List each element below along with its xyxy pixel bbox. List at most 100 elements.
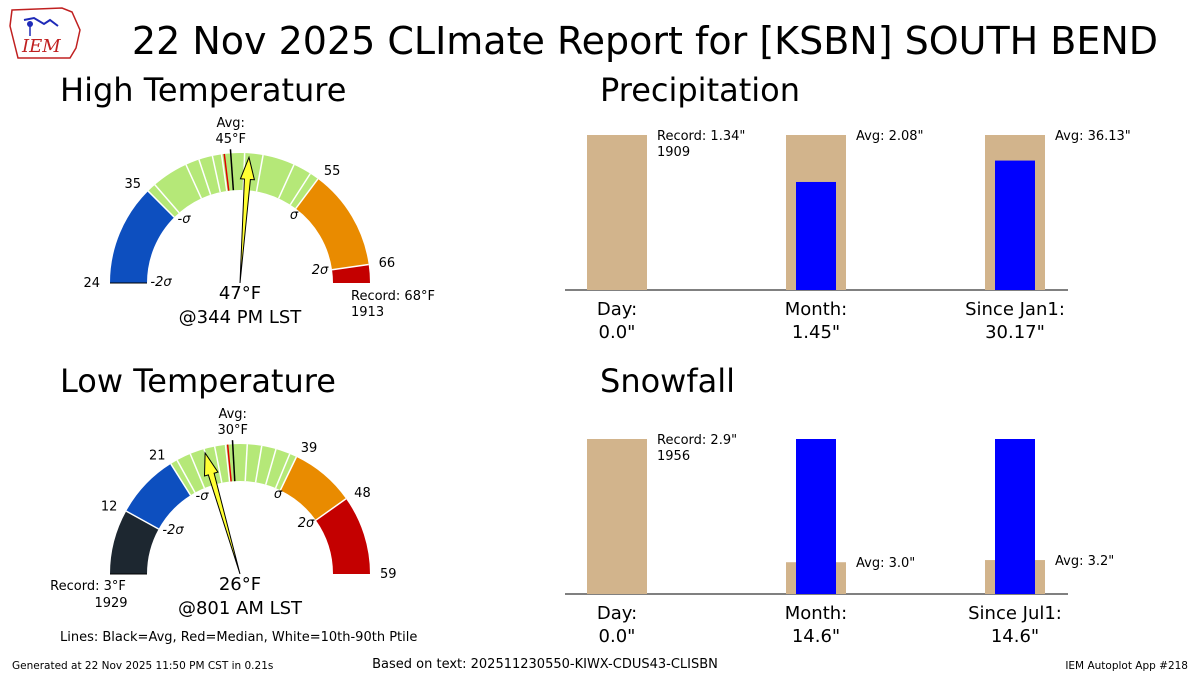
gauge-percentile-line xyxy=(189,453,206,489)
gauge-tick-label: 59 xyxy=(380,567,397,582)
gauge-separator xyxy=(331,263,369,271)
gauge-tick-label: 21 xyxy=(149,448,166,463)
gauge-average-line xyxy=(231,440,236,482)
bar-annotation: Avg: 3.2" xyxy=(1055,554,1114,569)
gauge-record-year: 1913 xyxy=(351,305,384,320)
gauge-percentile-line xyxy=(211,155,221,193)
gauge-tick-label: 12 xyxy=(101,499,118,514)
gauge-separator xyxy=(170,463,192,496)
bar-annotation: Avg: 2.08" xyxy=(856,129,924,144)
gauge-avg-value: 30°F xyxy=(217,423,248,438)
bar-record-year: 1956 xyxy=(657,449,690,464)
gauge-sigma-label: 2σ xyxy=(312,263,329,278)
gauge-record-label: Record: 3°F xyxy=(50,579,126,594)
bar-annotation: Record: 2.9" xyxy=(657,433,737,448)
gauge-separator xyxy=(125,510,159,530)
gauge-percentile-line xyxy=(244,444,249,482)
bar-value-label: 30.17" xyxy=(985,322,1045,343)
high-temp-title: High Temperature xyxy=(60,71,346,109)
lines-legend: Lines: Black=Avg, Red=Median, White=10th… xyxy=(60,630,417,645)
gauge-needle xyxy=(239,155,256,284)
gauge-avg-label: Avg: xyxy=(218,407,246,422)
bar-observed xyxy=(995,160,1035,290)
gauge-band-1 xyxy=(126,463,191,530)
bar-value-label: 14.6" xyxy=(792,626,840,647)
gauge-needle xyxy=(203,451,241,575)
gauge-record-year: 1929 xyxy=(94,596,127,611)
generated-at: Generated at 22 Nov 2025 11:50 PM CST in… xyxy=(12,660,273,672)
gauge-band-3 xyxy=(280,456,347,521)
bar-value-label: 0.0" xyxy=(599,322,636,343)
bar-annotation: Record: 1.34" xyxy=(657,129,745,144)
gauge-observed-value: 47°F xyxy=(219,283,261,304)
gauge-band-0 xyxy=(110,191,175,283)
snow-title: Snowfall xyxy=(600,362,735,400)
gauge-percentile-line xyxy=(277,164,295,199)
bar-observed xyxy=(796,181,836,290)
bar-category-label: Since Jan1: xyxy=(965,299,1065,320)
precip-bar-chart: Record: 1.34"1909 Day:0.0" Avg: 2.08" Month… xyxy=(565,129,1131,343)
bar-category-label: Month: xyxy=(785,299,847,320)
gauge-observed-time: @801 AM LST xyxy=(178,598,303,619)
gauge-average-line xyxy=(229,149,235,191)
gauge-percentile-line xyxy=(213,446,223,483)
bar-annotation: Avg: 36.13" xyxy=(1055,129,1131,144)
gauge-record-label: Record: 68°F xyxy=(351,289,435,304)
app-id: IEM Autoplot App #218 xyxy=(1065,660,1188,672)
bar-category-label: Day: xyxy=(597,299,637,320)
gauge-band-2 xyxy=(295,178,369,270)
gauge-percentile-line xyxy=(176,459,196,493)
bar-value-label: 0.0" xyxy=(599,626,636,647)
gauge-sigma-label: -σ xyxy=(178,212,192,227)
gauge-percentile-line xyxy=(255,154,264,192)
gauge-sigma-label: -2σ xyxy=(162,523,184,538)
gauge-tick-label: 66 xyxy=(379,256,396,271)
gauge-percentile-line xyxy=(198,159,212,195)
gauge-percentile-line xyxy=(289,173,311,206)
gauge-band-4 xyxy=(315,498,370,574)
gauge-separator xyxy=(147,190,175,218)
bar-category-label: Since Jul1: xyxy=(968,603,1062,624)
gauge-sigma-label: σ xyxy=(274,487,283,502)
gauge-sigma-label: σ xyxy=(290,208,299,223)
source-text: Based on text: 202511230550-KIWX-CDUS43-… xyxy=(372,657,718,672)
gauge-tick-label: 48 xyxy=(354,486,371,501)
gauge-percentile-line xyxy=(254,445,263,483)
bar-record-year: 1909 xyxy=(657,145,690,160)
gauge-percentile-line xyxy=(185,164,203,199)
gauge-percentile-line xyxy=(154,184,180,214)
precip-title: Precipitation xyxy=(600,71,800,109)
bar-category-label: Month: xyxy=(785,603,847,624)
gauge-percentile-line xyxy=(220,154,228,192)
gauge-percentile-line xyxy=(274,453,291,489)
gauge-sigma-label: -σ xyxy=(196,489,210,504)
gauge-median-line xyxy=(226,444,232,482)
gauge-separator xyxy=(315,498,347,521)
bar-observed xyxy=(995,439,1035,594)
gauge-tick-label: 35 xyxy=(124,177,141,192)
iem-logo[interactable]: IEM xyxy=(9,7,81,59)
gauge-observed-value: 26°F xyxy=(219,574,261,595)
low-temp-gauge: 12 21 39 48 59 -2σ -σ σ 2σ Avg:30°F 26°F @801 AM LS… xyxy=(50,407,396,619)
page-title: 22 Nov 2025 CLImate Report for [KSBN] SO… xyxy=(132,19,1158,63)
gauge-avg-label: Avg: xyxy=(216,116,244,131)
bar-average xyxy=(587,135,647,290)
high-temp-gauge: 24 35 55 66 -2σ -σ σ 2σ Avg:45°F 47°F @344 PM LST R… xyxy=(83,116,435,328)
gauge-tick-label: 39 xyxy=(301,441,318,456)
gauge-avg-value: 45°F xyxy=(215,132,246,147)
bar-average xyxy=(587,439,647,594)
bar-category-label: Day: xyxy=(597,603,637,624)
gauge-band-0 xyxy=(110,511,159,574)
iem-logo-text: IEM xyxy=(21,36,61,57)
gauge-tick-label: 55 xyxy=(324,164,341,179)
gauge-tick-label: 24 xyxy=(83,276,100,291)
gauge-observed-time: @344 PM LST xyxy=(179,307,303,328)
gauge-sigma-label: -2σ xyxy=(150,275,172,290)
gauge-sigma-label: 2σ xyxy=(298,516,315,531)
bar-value-label: 1.45" xyxy=(792,322,840,343)
gauge-percentile-line xyxy=(265,448,277,485)
gauge-percentile-line xyxy=(224,444,231,482)
bar-observed xyxy=(796,439,836,594)
